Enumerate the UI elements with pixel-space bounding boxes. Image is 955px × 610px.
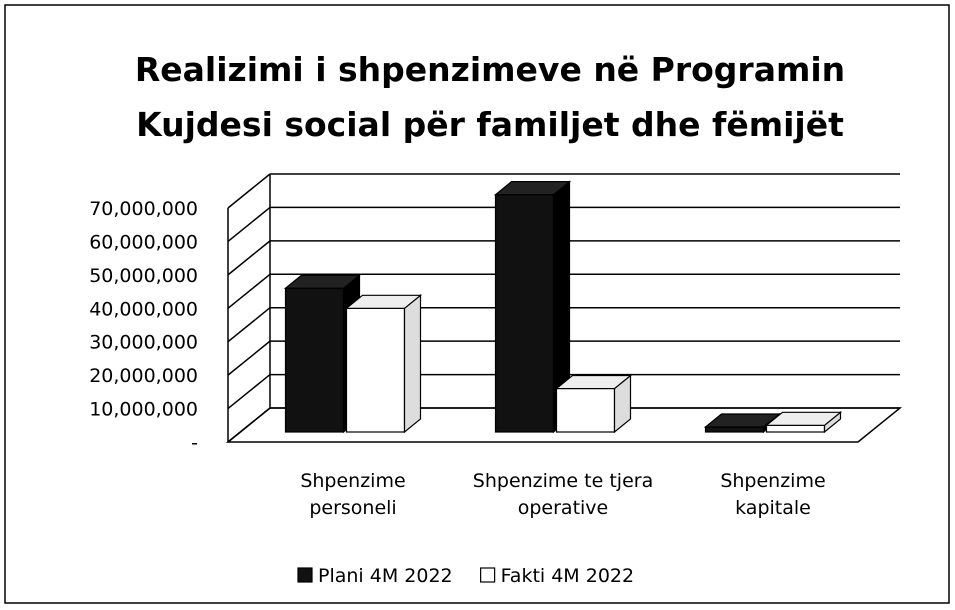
bar-front bbox=[494, 194, 555, 433]
bar-front bbox=[704, 426, 765, 433]
x-tick-label: Shpenzime kapitale bbox=[720, 470, 826, 519]
chart-title: Realizimi i shpenzimeve në Programin Kuj… bbox=[134, 50, 846, 144]
y-tick-label: - bbox=[191, 432, 198, 454]
grid-line bbox=[227, 240, 271, 276]
x-tick-label: Shpenzime te tjera operative bbox=[472, 470, 654, 519]
bar bbox=[344, 294, 423, 434]
grid-line bbox=[227, 340, 271, 376]
grid-line bbox=[227, 173, 271, 209]
legend-swatch bbox=[480, 567, 496, 583]
bar-side bbox=[403, 294, 422, 434]
grid-line bbox=[227, 273, 271, 309]
bar-top bbox=[554, 374, 633, 390]
y-tick-label: 40,000,000 bbox=[89, 298, 198, 320]
grid-line bbox=[227, 307, 271, 343]
bar-front bbox=[345, 307, 406, 433]
grid-line bbox=[227, 206, 271, 243]
y-tick-label: 60,000,000 bbox=[89, 231, 198, 253]
bar bbox=[493, 180, 572, 434]
bar-front bbox=[765, 424, 826, 433]
legend-label: Fakti 4M 2022 bbox=[501, 565, 634, 587]
x-tick-label: Shpenzime personeli bbox=[300, 470, 406, 519]
grid-line bbox=[227, 373, 271, 410]
bar bbox=[764, 411, 843, 434]
y-tick-label: 30,000,000 bbox=[89, 332, 198, 354]
bar-top bbox=[493, 181, 572, 196]
bar-top bbox=[344, 294, 423, 309]
y-tick-label: 70,000,000 bbox=[89, 198, 198, 220]
y-tick-label: 50,000,000 bbox=[89, 265, 198, 287]
y-tick-label: 20,000,000 bbox=[89, 365, 198, 387]
bar-front bbox=[555, 387, 616, 433]
frame bbox=[4, 4, 950, 604]
y-tick-label: 10,000,000 bbox=[89, 399, 198, 421]
bar bbox=[554, 374, 633, 434]
grid-line bbox=[227, 407, 271, 443]
legend-label: Plani 4M 2022 bbox=[318, 565, 453, 587]
legend-swatch bbox=[297, 567, 313, 583]
bar-top bbox=[764, 411, 843, 426]
bar-top bbox=[283, 274, 362, 289]
bar-front bbox=[284, 287, 345, 433]
